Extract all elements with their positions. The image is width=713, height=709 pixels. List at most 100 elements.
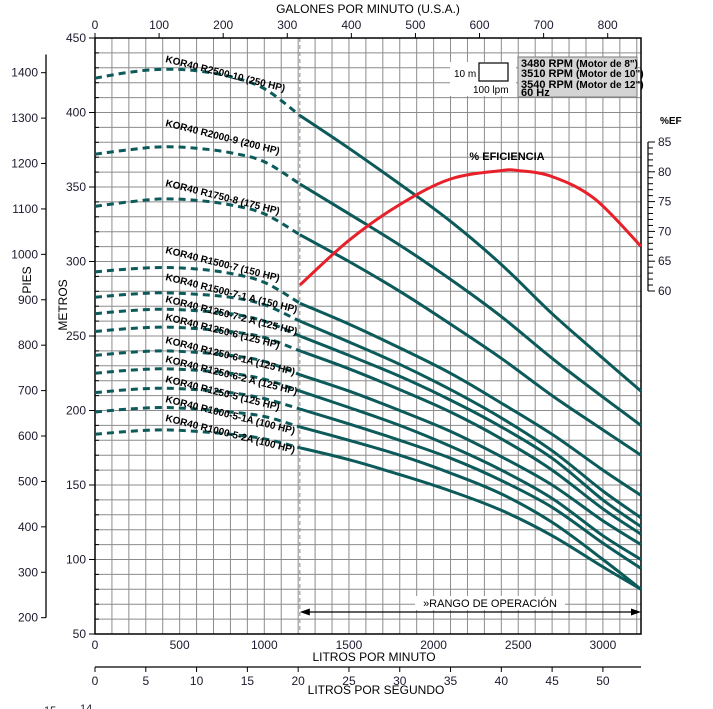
- bottom-axis-lpm-tick-label: 500: [170, 638, 190, 652]
- bottom-axis-lps-tick-label: 35: [444, 674, 458, 688]
- top-axis-tick-label: 600: [470, 18, 490, 32]
- left-axis-meters-tick-label: 50: [73, 627, 87, 641]
- legend-rpm-3: 3540 RPM (Motor de 12"): [521, 79, 644, 91]
- bottom-axis-lps-tick-label: 0: [92, 674, 99, 688]
- pump-curve-dashed-1: [94, 145, 301, 186]
- right-axis-tick-label: 75: [658, 195, 672, 209]
- bottom-axis-lpm: LITROS POR MINUTO 0 500 1000 1500 2000 2500 30…: [92, 638, 617, 664]
- pump-curve-solid-11: [299, 446, 642, 591]
- left-axis-feet-tick-label: 1400: [11, 66, 38, 80]
- bottom-axis-lpm-tick-label: 1000: [251, 638, 278, 652]
- efficiency-curve: [298, 168, 643, 287]
- efficiency-curve-group: % EFICIENCIA: [298, 151, 643, 287]
- top-axis-gpm: GALONES POR MINUTO (U.S.A.) 0 100 200 300 40…: [92, 2, 618, 38]
- legend-hz: 60 Hz: [521, 87, 550, 99]
- left-axis-feet-tick-label: 200: [18, 611, 38, 625]
- left-axis-meters-tick-label: 350: [66, 180, 86, 194]
- left-axis-meters-tick-label: 150: [66, 478, 86, 492]
- operating-range: »RANGO DE OPERACIÓN: [299, 596, 641, 616]
- pump-curve-solid-0: [299, 114, 642, 393]
- bottom-axis-lps: LITROS POR SEGUNDO 0 5 10 15 20 25 30 35 40 45 50: [92, 666, 641, 697]
- pump-curve-solid-10: [299, 425, 642, 591]
- left-axis-feet-tick-label: 400: [18, 520, 38, 534]
- top-axis-tick-label: 200: [213, 18, 233, 32]
- bottom-axis-lps-tick-label: 50: [596, 674, 610, 688]
- left-axis-meters-tick-label: 300: [66, 255, 86, 269]
- pump-curve-dashed-8: [94, 367, 301, 393]
- bottom-axis-lpm-title: LITROS POR MINUTO: [312, 650, 435, 664]
- bottom-axis-lpm-tick-label: 2500: [505, 638, 532, 652]
- bottom-axis-lpm-tick-label: 2000: [420, 638, 447, 652]
- pump-curve-dashed-4: [94, 291, 301, 323]
- bottom-axis-lps-tick-label: 25: [342, 674, 356, 688]
- scale-box-height: 10 m: [454, 69, 476, 80]
- left-axis-feet-tick-label: 1000: [11, 247, 38, 261]
- pump-curve-solid-4: [299, 319, 642, 520]
- operating-range-arrow-right: [631, 608, 641, 616]
- left-axis-feet-tick-label: 1100: [12, 202, 38, 216]
- top-axis-tick-label: 800: [598, 18, 618, 32]
- right-axis-tick-label: 60: [658, 284, 672, 298]
- pump-curve-solid-9: [299, 407, 642, 570]
- bottom-axis-lps-tick-label: 20: [291, 674, 305, 688]
- bottom-axis-lps-tick-label: 40: [495, 674, 509, 688]
- left-axis-meters-tick-label: 400: [66, 106, 86, 120]
- pump-curve-dashed-10: [94, 405, 301, 429]
- footer-fragments: 15 14: [44, 703, 92, 709]
- top-axis-tick-label: 700: [534, 18, 554, 32]
- bottom-axis-lps-title: LITROS POR SEGUNDO: [308, 683, 445, 697]
- bottom-axis-lps-tick-label: 10: [190, 674, 204, 688]
- left-axis-feet-tick-label: 300: [18, 565, 38, 579]
- top-axis-tick-label: 0: [92, 18, 99, 32]
- grid: [95, 38, 641, 634]
- top-axis-tick-label: 100: [149, 18, 169, 32]
- legend-rpm-2: 3510 RPM (Motor de 10"): [521, 68, 644, 80]
- operating-range-label: »RANGO DE OPERACIÓN: [423, 597, 557, 610]
- left-axis-feet-tick-label: 500: [18, 474, 38, 488]
- left-axis-meters-tick-label: 250: [66, 329, 86, 343]
- top-axis-tick-label: 300: [277, 18, 297, 32]
- left-axis-feet-tick-label: 1300: [11, 111, 38, 125]
- left-axis-feet-tick-label: 600: [18, 429, 38, 443]
- right-axis-tick-label: 80: [658, 165, 672, 179]
- bottom-axis-lps-tick-label: 15: [241, 674, 255, 688]
- pump-curve-dashed-6: [94, 325, 301, 353]
- pump-curve-solid-5: [299, 334, 642, 528]
- bottom-axis-lps-tick-label: 45: [545, 674, 559, 688]
- left-axis-feet: PIES 200 300 400 500 600 700 800 900 1000 1100 120…: [11, 54, 47, 625]
- left-axis-feet-tick-label: 1200: [11, 157, 38, 171]
- pump-curve-dashed-11: [94, 428, 301, 450]
- pump-curve-solid-8: [299, 389, 642, 561]
- operating-range-arrow-left: [299, 608, 310, 616]
- bottom-axis-lpm-tick-label: 3000: [590, 638, 617, 652]
- bottom-axis-lpm-tick-label: 0: [92, 638, 99, 652]
- left-axis-meters-tick-label: 200: [66, 404, 86, 418]
- pump-curve-dashed-7: [94, 349, 301, 377]
- pump-curve-solid-3: [299, 301, 642, 497]
- bottom-axis-lps-tick-label: 5: [142, 674, 149, 688]
- left-axis-meters-tick-label: 100: [66, 553, 86, 567]
- left-axis-feet-tick-label: 900: [18, 293, 38, 307]
- left-axis-feet-title: PIES: [20, 266, 34, 293]
- pump-curve-dashed-9: [94, 386, 301, 411]
- pump-curve-dashed-3: [94, 265, 301, 305]
- pump-curve-dashed-0: [94, 67, 301, 117]
- right-axis-tick-label: 65: [658, 254, 672, 268]
- pump-curve-solid-2: [299, 233, 642, 457]
- left-axis-feet-tick-label: 700: [18, 384, 38, 398]
- top-axis-tick-label: 400: [341, 18, 361, 32]
- left-axis-meters-tick-label: 450: [66, 31, 86, 45]
- left-axis-feet-tick-label: 800: [18, 338, 38, 352]
- bottom-axis-lpm-tick-label: 1500: [336, 638, 363, 652]
- legend: 3480 RPM (Motor de 8") 3510 RPM (Motor d…: [517, 56, 644, 99]
- efficiency-label: % EFICIENCIA: [469, 151, 544, 163]
- scale-box: 10 m 100 lpm: [450, 62, 516, 96]
- pump-curves: [94, 67, 642, 591]
- top-axis-tick-label: 500: [405, 18, 425, 32]
- left-axis-meters: METROS 50 100 150 200 250 300 350 400 450: [56, 31, 99, 641]
- curve-label-1: KOR40 R2000-9 (200 HP): [164, 118, 280, 157]
- curve-label-2: KOR40 R1750-8 (175 HP): [164, 178, 280, 217]
- pump-curve-solid-6: [299, 349, 642, 536]
- footer-fragment-2: 14: [80, 703, 92, 709]
